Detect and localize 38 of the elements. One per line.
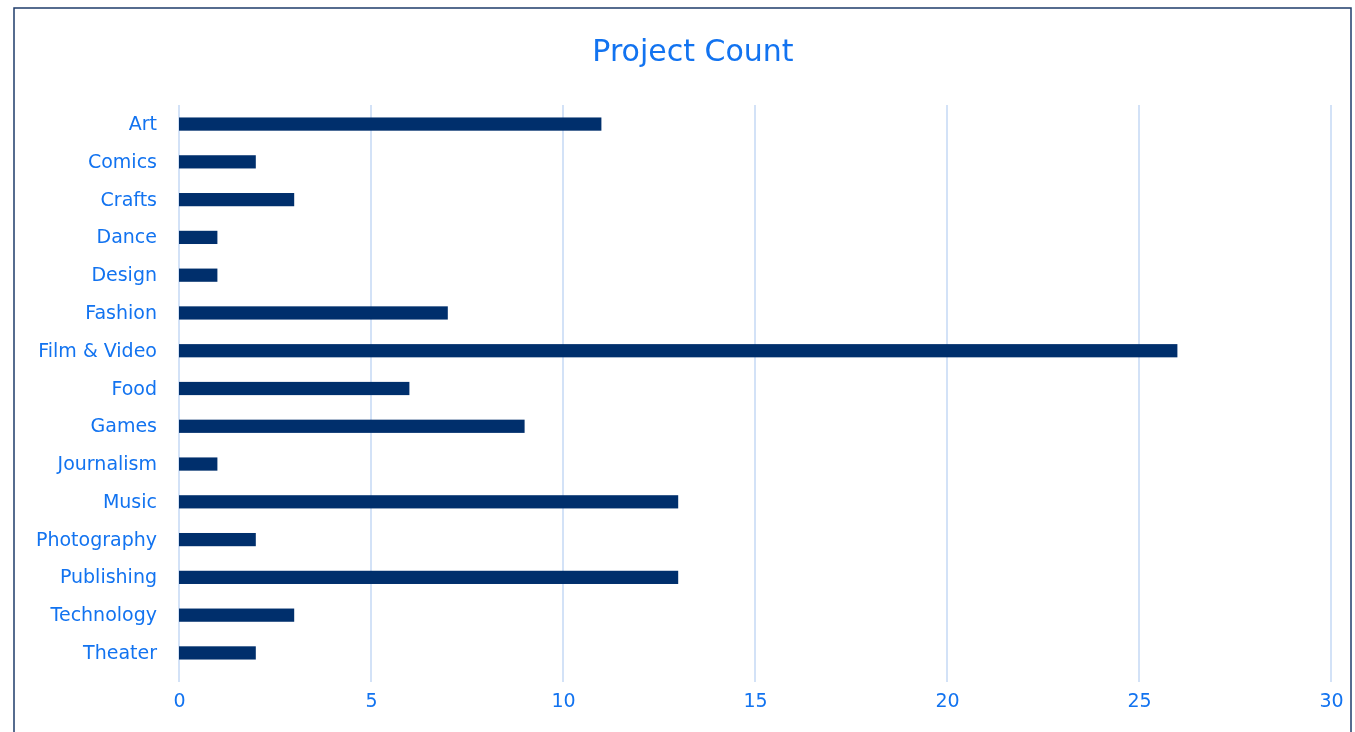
y-tick-label: Photography — [35, 527, 157, 550]
bar — [179, 532, 256, 547]
chart-title: Project Count — [592, 33, 794, 68]
bar — [179, 268, 218, 282]
y-tick-label: Dance — [96, 225, 157, 248]
bar — [179, 117, 602, 131]
bar — [179, 419, 525, 433]
y-tick-label: Art — [128, 112, 157, 135]
x-tick-label: 25 — [1127, 689, 1152, 712]
bar — [179, 570, 679, 584]
y-tick-label: Design — [91, 263, 157, 286]
bar — [179, 457, 218, 471]
bar — [179, 381, 410, 396]
y-tick-label: Food — [111, 376, 157, 399]
y-tick-label: Music — [102, 489, 157, 512]
x-tick-label: 30 — [1319, 689, 1344, 712]
y-tick-label: Journalism — [56, 452, 157, 475]
bar — [179, 646, 256, 660]
x-tick-label: 5 — [365, 689, 378, 712]
x-tick-label: 0 — [173, 689, 186, 712]
y-tick-label: Theater — [82, 641, 158, 663]
bar — [179, 230, 218, 245]
bar — [179, 306, 448, 320]
bar — [179, 495, 679, 509]
x-tick-label: 20 — [935, 689, 960, 712]
bar — [179, 344, 1178, 358]
y-tick-label: Technology — [49, 603, 157, 626]
x-tick-label: 15 — [743, 689, 768, 712]
y-tick-label: Publishing — [59, 565, 157, 588]
bar — [179, 608, 295, 622]
bar — [179, 155, 256, 169]
y-tick-label: Crafts — [100, 187, 157, 210]
x-tick-label: 10 — [551, 689, 576, 712]
y-tick-label: Games — [90, 414, 157, 437]
y-tick-label: Comics — [87, 149, 157, 172]
y-tick-label: Film & Video — [38, 338, 157, 361]
bar — [179, 193, 295, 207]
y-tick-label: Fashion — [85, 301, 157, 324]
